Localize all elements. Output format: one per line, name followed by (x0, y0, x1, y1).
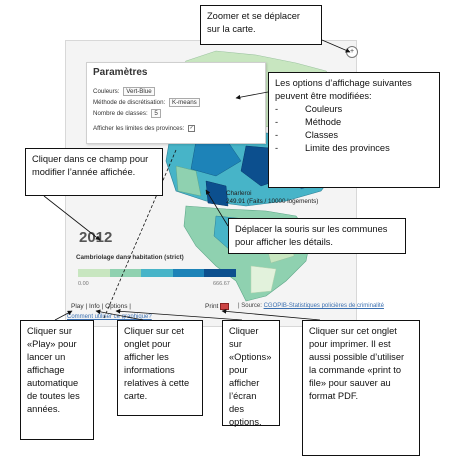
callout-options: Cliquer sur «Options» pour afficher l’éc… (222, 320, 280, 427)
limits-row: Afficher les limites des provinces: ✓ (93, 125, 196, 133)
options-list-label: Méthode (305, 117, 342, 127)
callout-print: Cliquer sur cet onglet pour imprimer. Il… (302, 320, 420, 456)
method-label: Méthode de discrétisation: (93, 99, 166, 106)
colors-row: Couleurs: Vert-Blue (93, 87, 155, 96)
callout-info: Cliquer sur cet onglet pour afficher les… (117, 320, 203, 416)
source-prefix: | Source: (238, 303, 262, 309)
bullet-dash: - (275, 104, 279, 114)
footer-tabs[interactable]: Play | Info | Options | (71, 303, 131, 310)
legend-max: 666.67 (213, 281, 230, 287)
callout-play: Cliquer sur «Play» pour lancer un affich… (20, 320, 94, 440)
legend-min: 0.00 (78, 281, 89, 287)
callout-year: Cliquer dans ce champ pour modifier l’an… (25, 148, 163, 196)
classes-label: Nombre de classes: (93, 110, 148, 117)
callout-zoom: Zoomer et se déplacer sur la carte. (200, 5, 322, 45)
options-list-item: - Classes (275, 129, 433, 142)
callout-mouse: Déplacer la souris sur les communes pour… (228, 218, 406, 254)
print-label[interactable]: Print (205, 303, 219, 311)
options-list-item: - Méthode (275, 116, 433, 129)
options-list-label: Limite des provinces (305, 143, 390, 153)
options-list-label: Classes (305, 130, 339, 140)
parameters-panel: Paramètres Couleurs: Vert-Blue Méthode d… (86, 62, 266, 144)
legend-swatch (78, 269, 110, 277)
method-row: Méthode de discrétisation: K-means (93, 98, 200, 107)
options-list: - Couleurs - Méthode - Classes - Limite des pro… (275, 103, 433, 155)
panel-title: Paramètres (93, 67, 148, 78)
bullet-dash: - (275, 143, 279, 153)
classes-row: Nombre de classes: 5 (93, 109, 161, 118)
options-list-item: - Couleurs (275, 103, 433, 116)
bullet-dash: - (275, 130, 279, 140)
commune-tooltip: Charleroi 249.91 (Faits / 10000 logement… (226, 190, 318, 206)
source-link[interactable]: CGOPIB-Statistiques policières de crimin… (263, 303, 384, 309)
limits-label: Afficher les limites des provinces: (93, 125, 185, 133)
options-list-label: Couleurs (305, 104, 343, 114)
options-list-item: - Limite des provinces (275, 142, 433, 155)
tooltip-value: 249.91 (Faits / 10000 logements) (226, 198, 319, 205)
legend-swatch (141, 269, 173, 277)
legend-swatch (172, 269, 205, 277)
help-link[interactable]: Comment utiliser ce graphique? (67, 314, 152, 320)
legend-swatch (109, 269, 142, 277)
legend-color-bar (78, 269, 236, 277)
bullet-dash: - (275, 117, 279, 127)
limits-checkbox[interactable]: ✓ (188, 125, 196, 132)
callout-options-list: Les options d’affichage suivantes peuven… (268, 72, 440, 188)
legend-swatch (204, 269, 236, 277)
method-select[interactable]: K-means (168, 98, 200, 107)
classes-select[interactable]: 5 (151, 109, 161, 118)
colors-label: Couleurs: (93, 88, 120, 95)
options-intro: Les options d’affichage suivantes peuven… (275, 78, 412, 101)
colors-select[interactable]: Vert-Blue (123, 87, 155, 96)
tooltip-city: Charleroi (226, 190, 252, 197)
source-line: | Source: CGOPIB-Statistiques policières… (238, 303, 384, 309)
